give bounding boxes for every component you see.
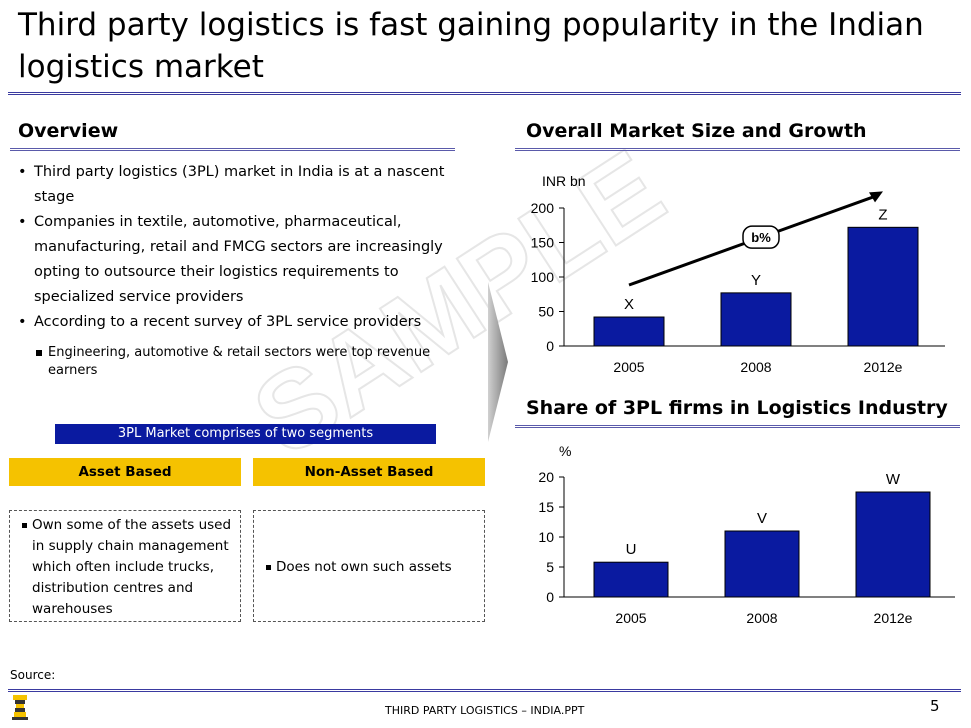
market-size-heading: Overall Market Size and Growth [526, 120, 867, 142]
bullet-item: • Companies in textile, automotive, pharm… [18, 210, 458, 310]
bullet-text: Third party logistics (3PL) market in In… [34, 164, 445, 205]
y-tick-label: 0 [546, 338, 554, 354]
segments-banner: 3PL Market comprises of two segments [55, 424, 436, 444]
bullet-text: According to a recent survey of 3PL serv… [34, 314, 422, 330]
bullet-dot-icon: • [18, 164, 27, 180]
bar-value-label: Z [878, 206, 887, 223]
document-name: THIRD PARTY LOGISTICS – INDIA.PPT [385, 704, 585, 717]
source-label: Source: [10, 668, 56, 682]
x-tick-label: 2008 [746, 610, 777, 626]
y-axis-label: % [559, 443, 571, 459]
sub-bullet: Engineering, automotive & retail sectors… [36, 344, 448, 380]
share-rule [515, 425, 960, 428]
y-tick-label: 150 [531, 235, 555, 251]
page-number: 5 [930, 697, 940, 715]
share-chart: % 0 5 10 15 20 U 2005 V 2008 W 2012e [538, 443, 955, 626]
non-asset-based-header: Non-Asset Based [253, 458, 485, 486]
bar-value-label: U [626, 541, 637, 558]
bullet-item: • Third party logistics (3PL) market in I… [18, 160, 458, 210]
growth-rate-badge [742, 225, 780, 249]
x-tick-label: 2012e [864, 359, 903, 375]
overview-heading: Overview [18, 120, 119, 142]
chevron-right-icon [488, 282, 508, 442]
non-asset-based-box: Does not own such assets [253, 510, 485, 622]
title-divider [8, 92, 961, 95]
sub-bullet-text: Engineering, automotive & retail sectors… [48, 345, 431, 378]
asset-based-text: Own some of the assets used in supply ch… [32, 517, 232, 617]
asset-based-box: Own some of the assets used in supply ch… [9, 510, 241, 622]
bullet-dot-icon: • [18, 214, 27, 230]
y-tick-label: 10 [538, 529, 554, 545]
overview-bullets: • Third party logistics (3PL) market in I… [18, 160, 458, 335]
bar-2012e [847, 226, 919, 347]
y-tick-label: 5 [546, 559, 554, 575]
bar-value-label: V [757, 510, 767, 527]
market-size-rule [515, 148, 960, 151]
overview-rule [10, 148, 455, 151]
y-tick-label: 100 [531, 269, 555, 285]
square-bullet-icon [266, 565, 271, 570]
bar-value-label: W [886, 471, 901, 488]
y-tick-label: 0 [546, 589, 554, 605]
lighthouse-logo-icon [12, 695, 28, 720]
y-tick-label: 20 [538, 469, 554, 485]
non-asset-based-text: Does not own such assets [276, 559, 452, 575]
asset-based-header: Asset Based [9, 458, 241, 486]
share-heading: Share of 3PL firms in Logistics Industry [526, 397, 948, 419]
x-tick-label: 2012e [874, 610, 913, 626]
bar-2008 [724, 530, 800, 598]
bullet-item: • According to a recent survey of 3PL ser… [18, 310, 458, 335]
y-axis-label: INR bn [542, 173, 586, 189]
footer-divider [8, 689, 961, 692]
non-asset-based-item: Does not own such assets [266, 557, 481, 578]
market-size-chart: INR bn 0 50 100 150 200 X 2005 Y 2008 Z 2012e b% [531, 173, 945, 375]
bar-2005 [593, 561, 669, 598]
asset-based-item: Own some of the assets used in supply ch… [22, 515, 237, 620]
square-bullet-icon [36, 350, 42, 356]
y-tick-label: 15 [538, 499, 554, 515]
x-tick-label: 2005 [615, 610, 646, 626]
growth-arrow-head-icon [869, 191, 883, 203]
bar-value-label: X [624, 296, 634, 313]
y-tick-label: 200 [531, 200, 555, 216]
slide-title: Third party logistics is fast gaining po… [18, 7, 924, 85]
bar-value-label: Y [751, 272, 761, 289]
bar-2012e [855, 491, 931, 598]
bar-2008 [720, 292, 792, 347]
y-tick-label: 50 [538, 304, 554, 320]
x-tick-label: 2005 [613, 359, 644, 375]
bar-2005 [593, 316, 665, 347]
growth-rate-label: b% [751, 230, 771, 245]
square-bullet-icon [22, 523, 27, 528]
bullet-text: Companies in textile, automotive, pharma… [34, 214, 443, 305]
bullet-dot-icon: • [18, 314, 27, 330]
x-tick-label: 2008 [740, 359, 771, 375]
